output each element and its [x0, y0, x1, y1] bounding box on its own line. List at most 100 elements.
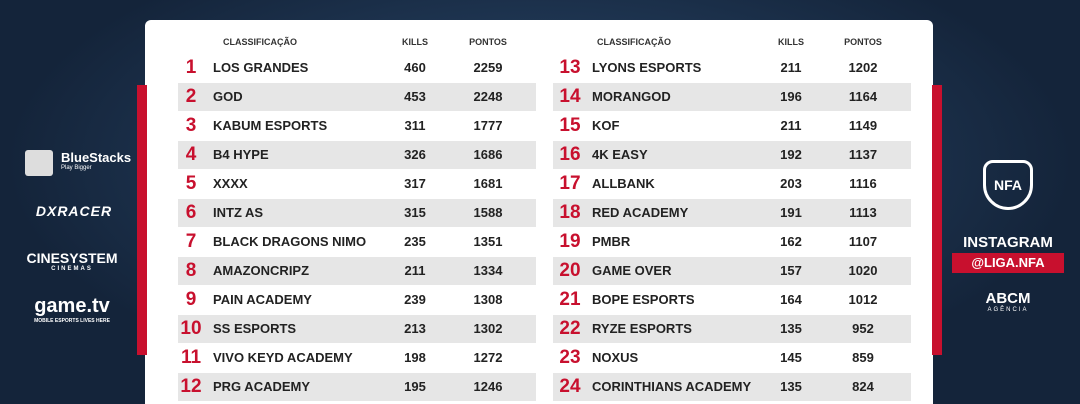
kills: 453 — [404, 89, 426, 104]
kills: 196 — [780, 89, 802, 104]
table-row: 10 SS ESPORTS 213 1302 — [178, 315, 536, 343]
team-name: PAIN ACADEMY — [213, 292, 312, 307]
rank: 6 — [185, 202, 197, 223]
table-row: 3 KABUM ESPORTS 311 1777 — [178, 112, 536, 140]
team-name: PMBR — [592, 234, 631, 249]
rank: 11 — [180, 347, 202, 368]
points: 1246 — [473, 379, 503, 394]
sponsor-dxracer: DXRACER — [35, 203, 113, 219]
accent-bar — [932, 85, 942, 355]
table-row: 13 LYONS ESPORTS 211 1202 — [553, 54, 911, 82]
table-row: 7 BLACK DRAGONS NIMO 235 1351 — [178, 228, 536, 256]
points: 2259 — [473, 60, 503, 75]
instagram-handle: @LIGA.NFA — [952, 253, 1064, 273]
kills: 192 — [780, 147, 802, 162]
points: 824 — [852, 379, 874, 394]
rank: 13 — [559, 57, 581, 78]
rank: 17 — [559, 173, 581, 194]
points: 1113 — [849, 205, 877, 220]
rank: 20 — [559, 260, 581, 281]
table-row: 14 MORANGOD 196 1164 — [553, 83, 911, 111]
points: 1020 — [848, 263, 878, 278]
points: 1149 — [848, 118, 878, 133]
kills: 213 — [404, 321, 426, 336]
table-row: 24 CORINTHIANS ACADEMY 135 824 — [553, 373, 911, 401]
points: 1302 — [473, 321, 503, 336]
table-row: 21 BOPE ESPORTS 164 1012 — [553, 286, 911, 314]
sponsor-name: CINESYSTEM — [26, 250, 118, 266]
sponsor-bluestacks: BlueStacks Play Bigger — [25, 150, 131, 176]
team-name: CORINTHIANS ACADEMY — [592, 379, 752, 394]
table-row: 4 B4 HYPE 326 1686 — [178, 141, 536, 169]
nfa-logo: NFA — [983, 160, 1033, 210]
column-header: KILLS — [778, 37, 804, 47]
kills: 164 — [780, 292, 802, 307]
table-row: 18 RED ACADEMY 191 1113 — [553, 199, 911, 227]
kills: 135 — [780, 379, 802, 394]
points: 1308 — [473, 292, 503, 307]
points: 1107 — [848, 234, 878, 249]
rank: 15 — [559, 115, 581, 136]
table-row: 8 AMAZONCRIPZ 211 1334 — [178, 257, 536, 285]
table-row: 15 KOF 211 1149 — [553, 112, 911, 140]
team-name: GAME OVER — [592, 263, 672, 278]
kills: 326 — [404, 147, 426, 162]
points: 1137 — [848, 147, 878, 162]
team-name: BOPE ESPORTS — [592, 292, 695, 307]
table-row: 19 PMBR 162 1107 — [553, 228, 911, 256]
table-row: 2 GOD 453 2248 — [178, 83, 536, 111]
rank: 18 — [559, 202, 581, 223]
points: 2248 — [473, 89, 503, 104]
points: 1681 — [473, 176, 503, 191]
rank: 3 — [185, 115, 197, 136]
sponsor-tag: MOBILE ESPORTS LIVES HERE — [34, 318, 110, 324]
rank: 21 — [559, 289, 581, 310]
team-name: 4K EASY — [592, 147, 648, 162]
team-name: RYZE ESPORTS — [592, 321, 692, 336]
points: 1272 — [473, 350, 503, 365]
points: 1588 — [473, 205, 503, 220]
rank: 23 — [559, 347, 581, 368]
team-name: AMAZONCRIPZ — [213, 263, 310, 278]
accent-bar — [137, 85, 147, 355]
sponsor-cinesystem: CINESYSTEM CINEMAS — [20, 250, 124, 272]
rank: 24 — [559, 376, 581, 397]
kills: 235 — [404, 234, 426, 249]
column-header: CLASSIFICAÇÃO — [223, 37, 297, 47]
team-name: LYONS ESPORTS — [592, 60, 702, 75]
rank: 9 — [185, 289, 197, 310]
team-name: ALLBANK — [592, 176, 655, 191]
sponsor-tag: CINEMAS — [51, 266, 93, 272]
team-name: KOF — [592, 118, 620, 133]
column-header: PONTOS — [844, 37, 882, 47]
kills: 135 — [780, 321, 802, 336]
points: 1012 — [848, 292, 878, 307]
kills: 315 — [404, 205, 426, 220]
logo-icon — [25, 150, 53, 176]
table-row: 17 ALLBANK 203 1116 — [553, 170, 911, 198]
points: 859 — [852, 350, 874, 365]
column-header: KILLS — [402, 37, 428, 47]
table-row: 5 XXXX 317 1681 — [178, 170, 536, 198]
team-name: LOS GRANDES — [213, 60, 309, 75]
table-row: 23 NOXUS 145 859 — [553, 344, 911, 372]
rank: 8 — [185, 260, 197, 281]
points: 1116 — [849, 176, 877, 191]
rank: 16 — [559, 144, 581, 165]
kills: 211 — [780, 60, 802, 75]
sponsor-name: game.tv — [34, 295, 110, 317]
kills: 191 — [780, 205, 802, 220]
rank: 14 — [559, 86, 581, 107]
sponsor-tag: Play Bigger — [61, 165, 92, 171]
team-name: KABUM ESPORTS — [213, 118, 328, 133]
kills: 162 — [780, 234, 802, 249]
rank: 10 — [180, 318, 202, 339]
kills: 157 — [780, 263, 802, 278]
table-row: 9 PAIN ACADEMY 239 1308 — [178, 286, 536, 314]
table-row: 11 VIVO KEYD ACADEMY 198 1272 — [178, 344, 536, 372]
points: 952 — [852, 321, 874, 336]
team-name: INTZ AS — [213, 205, 264, 220]
table-row: 20 GAME OVER 157 1020 — [553, 257, 911, 285]
points: 1334 — [473, 263, 503, 278]
